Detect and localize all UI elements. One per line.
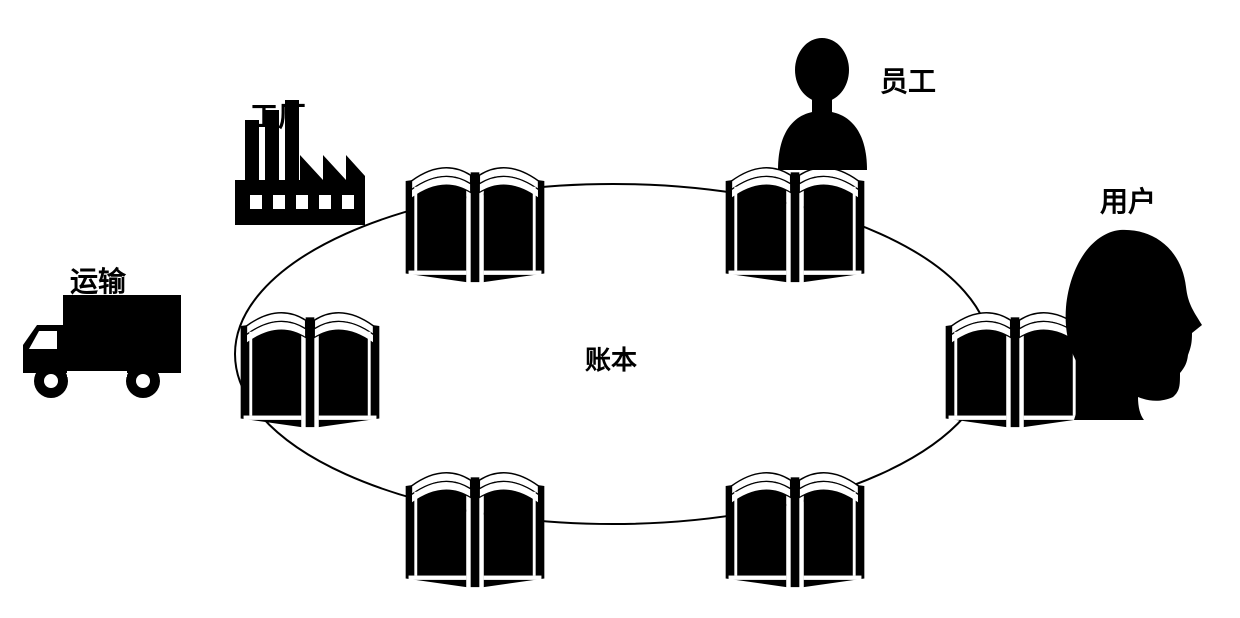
label-factory: 工厂 bbox=[250, 95, 306, 135]
head-profile-icon bbox=[1060, 225, 1210, 425]
label-transport: 运输 bbox=[70, 260, 126, 300]
ledger-network-diagram: 账本 运输 工厂 员工 用户 bbox=[0, 0, 1240, 618]
label-user: 用户 bbox=[1100, 180, 1156, 220]
label-employee: 员工 bbox=[880, 60, 936, 100]
label-center: 账本 bbox=[585, 340, 637, 377]
book-node-4 bbox=[720, 460, 870, 595]
book-node-1 bbox=[400, 155, 550, 290]
book-node-0 bbox=[235, 300, 385, 435]
book-node-5 bbox=[400, 460, 550, 595]
truck-icon bbox=[15, 285, 185, 410]
book-node-2 bbox=[720, 155, 870, 290]
person-icon bbox=[770, 35, 875, 175]
